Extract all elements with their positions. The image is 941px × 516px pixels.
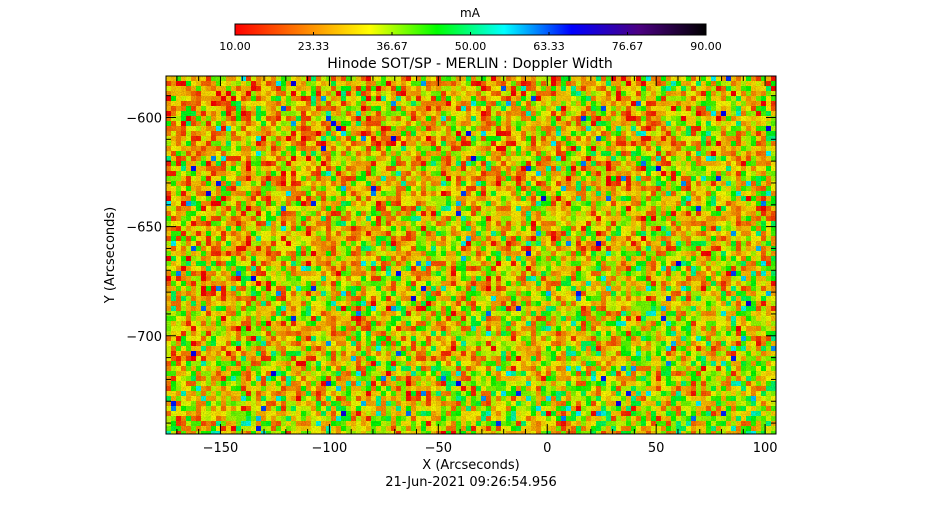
doppler-width-map: [166, 76, 776, 434]
colorbar-tick-label: 63.33: [533, 40, 565, 53]
colorbar-tick-label: 90.00: [690, 40, 722, 53]
colorbar-tick-label: 23.33: [298, 40, 330, 53]
colorbar-tick-label: 36.67: [376, 40, 408, 53]
chart-title: Hinode SOT/SP - MERLIN : Doppler Width: [327, 56, 612, 72]
colorbar-label: mA: [460, 6, 481, 20]
colorbar-tick-label: 50.00: [455, 40, 487, 53]
colorbar-tick-label: 76.67: [612, 40, 644, 53]
colorbar-tick-label: 10.00: [219, 40, 251, 53]
